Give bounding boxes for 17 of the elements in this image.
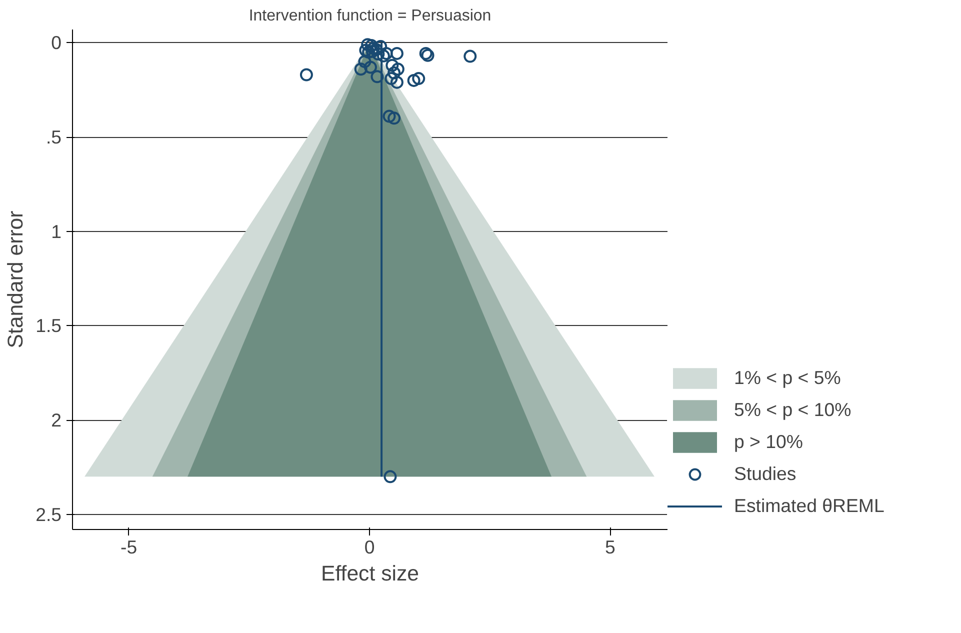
x-axis-title: Effect size bbox=[321, 562, 419, 586]
x-tick-label: -5 bbox=[120, 536, 138, 558]
legend-label: 5% < p < 10% bbox=[734, 399, 852, 421]
y-tick-label: 0 bbox=[51, 32, 62, 54]
x-tick-label: 0 bbox=[364, 536, 375, 558]
y-tick-label: 2 bbox=[51, 410, 62, 431]
x-tick-label: 5 bbox=[605, 536, 616, 558]
y-tick-label: 1.5 bbox=[36, 315, 62, 336]
y-axis-title: Standard error bbox=[4, 210, 28, 348]
legend-label: Estimated θREML bbox=[734, 495, 884, 517]
legend-label: 1% < p < 5% bbox=[734, 367, 841, 389]
y-tick-label: 2.5 bbox=[36, 504, 62, 525]
chart-title: Intervention function = Persuasion bbox=[248, 8, 492, 24]
y-tick-label: 1 bbox=[51, 220, 62, 242]
legend-label: Studies bbox=[734, 463, 796, 485]
y-tick-label: .5 bbox=[46, 126, 62, 148]
legend-label: p > 10% bbox=[734, 431, 803, 453]
